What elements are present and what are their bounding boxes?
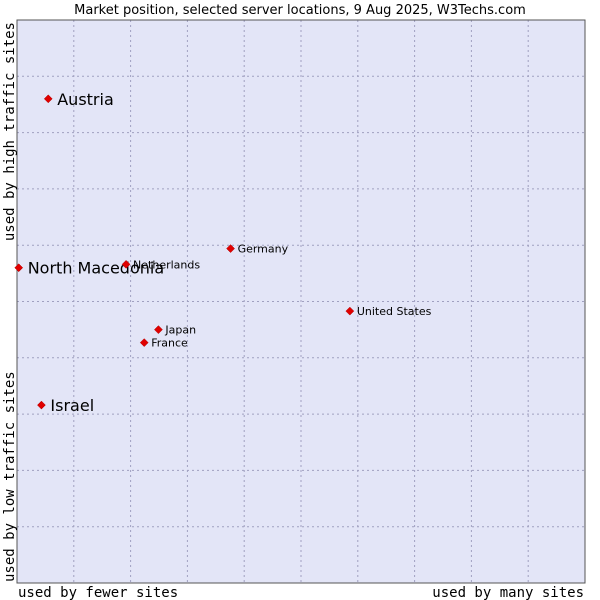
plot-frame [16,19,586,584]
data-label-austria: Austria [57,90,114,109]
data-point-israel[interactable] [37,400,46,410]
data-point-austria[interactable] [43,94,53,104]
data-point-france[interactable] [139,338,149,347]
data-point-north-macedonia[interactable] [14,263,24,273]
y-axis-label-top: used by high traffic sites [2,22,18,241]
x-axis-label-right: used by many sites [432,585,584,600]
data-label-united-states: United States [357,305,432,318]
x-axis-label-left: used by fewer sites [18,585,178,600]
y-axis-label-bottom: used by low traffic sites [2,371,18,582]
data-point-united-states[interactable] [345,306,355,316]
chart-title: Market position, selected server locatio… [74,3,526,18]
data-label-netherlands: Netherlands [133,258,200,271]
data-label-israel: Israel [50,396,94,415]
data-label-japan: Japan [164,324,196,337]
data-point-netherlands[interactable] [121,259,131,269]
data-points: Austria North Macedonia Israel Netherlands G… [14,90,432,415]
grid-lines [17,20,585,583]
data-point-germany[interactable] [226,244,235,253]
data-label-north-macedonia: North Macedonia [28,259,164,278]
data-label-france: France [151,337,188,350]
data-label-germany: Germany [238,243,289,256]
data-point-japan[interactable] [154,325,163,335]
